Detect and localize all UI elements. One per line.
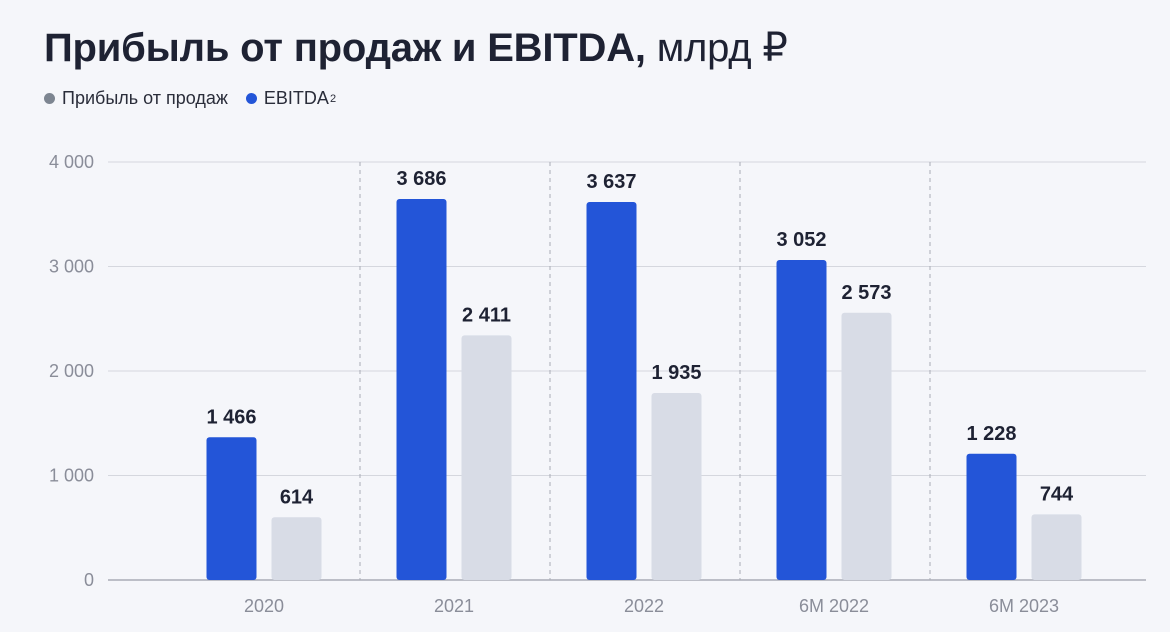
x-tick-label: 2020	[244, 596, 284, 616]
x-tick-label: 6М 2022	[799, 596, 869, 616]
ebitda-value-label: 3 686	[396, 168, 446, 190]
chart-title: Прибыль от продаж и EBITDA, млрд ₽	[44, 28, 788, 68]
x-tick-label: 2022	[624, 596, 664, 616]
sales-profit-bar	[841, 312, 892, 580]
sales-profit-bar	[271, 517, 322, 580]
ebitda-bar	[966, 453, 1017, 580]
y-tick-label: 1 000	[49, 466, 94, 486]
sales-profit-value-label: 1 935	[651, 362, 701, 384]
sales-profit-bar	[461, 335, 512, 580]
sales-profit-value-label: 2 573	[841, 282, 891, 304]
legend-label-sales-profit: Прибыль от продаж	[62, 88, 228, 108]
x-tick-label: 2021	[434, 596, 474, 616]
legend-dot-icon	[44, 93, 55, 104]
legend-dot-icon	[245, 93, 257, 104]
chart-title-unit: млрд ₽	[645, 26, 788, 70]
y-tick-label: 0	[84, 570, 94, 590]
legend-label-ebitda: EBITDA	[263, 88, 329, 108]
ebitda-bar	[776, 260, 827, 580]
sales-profit-value-label: 744	[1040, 483, 1074, 505]
legend: Прибыль от продаж EBITDA 2	[44, 88, 354, 109]
legend-footnote-mark: 2	[329, 92, 337, 105]
ebitda-bar	[396, 198, 447, 581]
x-tick-label: 6М 2023	[989, 596, 1059, 616]
ebitda-bar	[586, 202, 637, 580]
sales-profit-value-label: 614	[280, 486, 314, 508]
legend-item-sales-profit: Прибыль от продаж	[44, 88, 228, 109]
ebitda-value-label: 3 052	[776, 229, 826, 251]
sales-profit-bar	[651, 392, 702, 580]
y-tick-label: 4 000	[49, 152, 94, 172]
ebitda-value-label: 3 637	[586, 171, 636, 193]
ebitda-value-label: 1 466	[206, 406, 256, 428]
sales-profit-bar	[1031, 514, 1082, 580]
legend-item-ebitda: EBITDA 2	[245, 88, 337, 109]
chart-title-main: Прибыль от продаж и EBITDA,	[44, 26, 646, 70]
sales-profit-value-label: 2 411	[462, 304, 511, 326]
y-tick-label: 2 000	[49, 361, 94, 381]
y-tick-label: 3 000	[49, 257, 94, 277]
ebitda-bar	[206, 437, 257, 580]
ebitda-value-label: 1 228	[966, 423, 1016, 445]
